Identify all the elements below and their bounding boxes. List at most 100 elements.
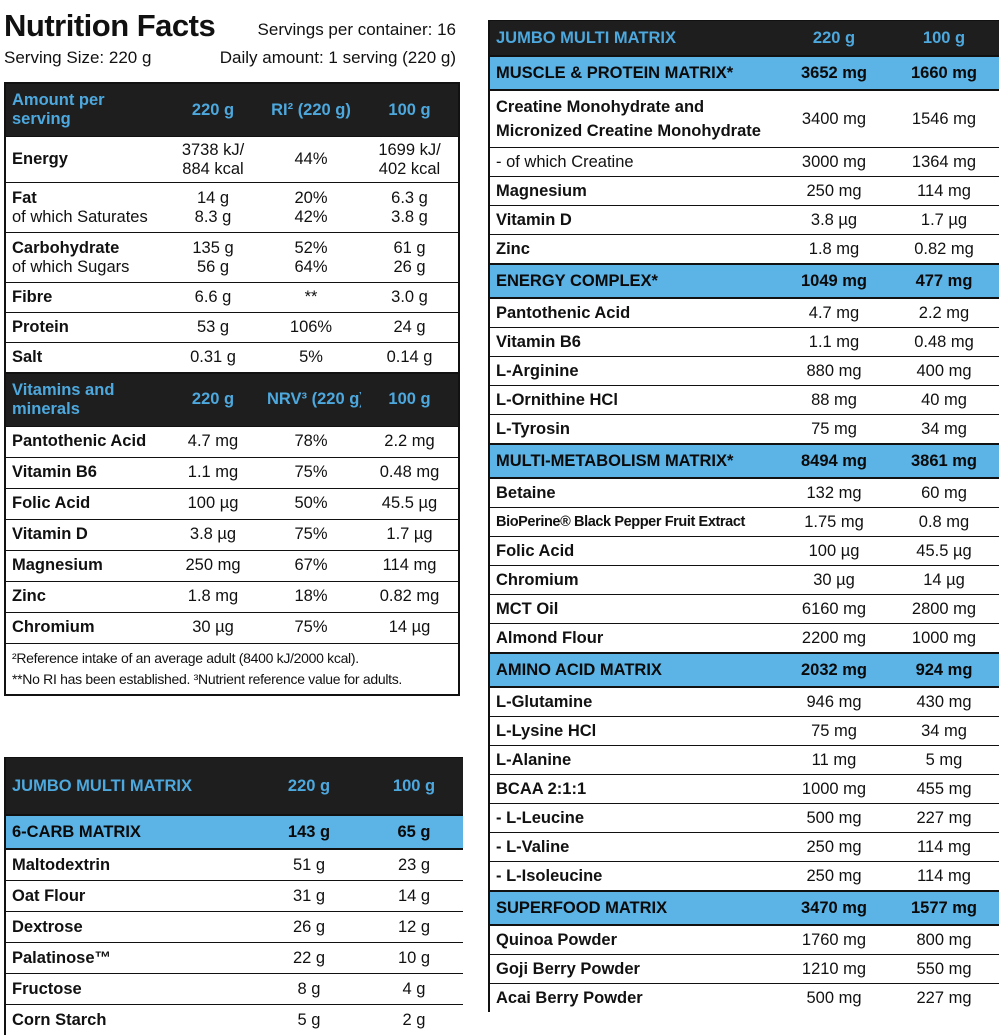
value-per-100g: 477 mg [889,263,999,299]
table-row: BioPerine® Black Pepper Fruit Extract 1.7… [489,507,999,537]
column-header: 100 g [365,757,463,815]
value-per-serving: 3.8 µg [165,518,261,550]
value-per-100g: 0.8 mg [889,507,999,537]
table-row: Zinc 1.8 mg 18% 0.82 mg [5,580,459,612]
value-per-serving: 75 mg [779,716,889,746]
value-per-serving: 880 mg [779,356,889,386]
value-per-100g: 1546 mg [889,89,999,148]
ingredient-name: L-Ornithine HCl [489,385,779,415]
nutrient-name: Carbohydrate of which Sugars [5,232,165,283]
table-row: Creatine Monohydrate and Micronized Crea… [489,89,999,148]
table-row: Chromium 30 µg 75% 14 µg [5,611,459,643]
ingredient-name: Acai Berry Powder [489,983,779,1012]
value-per-100g: 1364 mg [889,147,999,177]
value-per-100g: 114 mg [889,832,999,862]
nutrient-reference-value: 18% [261,580,361,612]
value-per-serving: 2200 mg [779,623,889,653]
table-row: Energy 3738 kJ/884 kcal 44% 1699 kJ/402 kca… [5,136,459,183]
ingredient-name: - L-Leucine [489,803,779,833]
value-per-100g: 65 g [365,814,463,850]
table-row: Magnesium 250 mg 114 mg [489,176,999,206]
value-per-100g: 0.82 mg [889,234,999,264]
ingredient-name: Goji Berry Powder [489,954,779,984]
column-header: 220 g [165,371,261,426]
value-per-100g: 45.5 µg [889,536,999,566]
nutrient-name: Vitamin B6 [5,456,165,488]
value-per-100g: 24 g [361,312,459,343]
footnote-row: ²Reference intake of an average adult (8… [5,642,459,695]
serving-size: Serving Size: 220 g [4,48,152,67]
table-row: - L-Valine 250 mg 114 mg [489,832,999,862]
reference-intake: ** [261,282,361,313]
value-per-serving: 30 µg [779,565,889,595]
table-row: Fibre 6.6 g ** 3.0 g [5,282,459,313]
nutrient-name: Zinc [5,580,165,612]
value-per-100g: 0.82 mg [361,580,459,612]
value-per-100g: 430 mg [889,686,999,717]
table-row: - L-Leucine 500 mg 227 mg [489,803,999,833]
table-row: L-Glutamine 946 mg 430 mg [489,686,999,717]
ingredient-name: Chromium [489,565,779,595]
ingredient-name: Zinc [489,234,779,264]
column-header: 100 g [361,371,459,426]
value-per-serving: 500 mg [779,803,889,833]
matrix-section-row: AMINO ACID MATRIX 2032 mg 924 mg [489,652,999,688]
nutrient-reference-value: 75% [261,456,361,488]
column-header: 220 g [779,20,889,56]
table-row: L-Lysine HCl 75 mg 34 mg [489,716,999,746]
matrix-section-row: 6-CARB MATRIX 143 g 65 g [5,814,463,850]
nutrient-name: Protein [5,312,165,343]
table-row: MCT Oil 6160 mg 2800 mg [489,594,999,624]
value-per-100g: 227 mg [889,803,999,833]
value-per-serving: 1000 mg [779,774,889,804]
ingredient-name: L-Arginine [489,356,779,386]
nutrient-name: Salt [5,342,165,373]
reference-intake: 20% 42% [261,182,361,233]
value-per-serving: 1.1 mg [165,456,261,488]
value-per-serving: 6.6 g [165,282,261,313]
value-per-100g: 34 mg [889,414,999,444]
ingredient-name: Pantothenic Acid [489,297,779,328]
table-row: Betaine 132 mg 60 mg [489,477,999,508]
value-per-100g: 3861 mg [889,443,999,479]
value-per-100g: 61 g 26 g [361,232,459,283]
value-per-100g: 114 mg [889,176,999,206]
value-per-serving: 31 g [253,880,365,912]
ingredient-name: Maltodextrin [5,848,253,881]
value-per-serving: 2032 mg [779,652,889,688]
ingredient-name: Corn Starch [5,1004,253,1035]
ingredient-name: Palatinose™ [5,942,253,974]
value-per-serving: 22 g [253,942,365,974]
table-row: Vitamin B6 1.1 mg 0.48 mg [489,327,999,357]
nutrient-name: Folic Acid [5,487,165,519]
value-per-100g: 550 mg [889,954,999,984]
column-header: NRV³ (220 g) [261,371,361,426]
ingredient-name: BioPerine® Black Pepper Fruit Extract [489,507,779,537]
value-per-serving: 250 mg [779,176,889,206]
value-per-serving: 132 mg [779,477,889,508]
column-header: Vitamins and minerals [5,371,165,426]
column-header: 100 g [361,82,459,137]
ingredient-name: MCT Oil [489,594,779,624]
value-per-100g: 1.7 µg [889,205,999,235]
column-header: 100 g [889,20,999,56]
table-row: Zinc 1.8 mg 0.82 mg [489,234,999,264]
value-per-serving: 143 g [253,814,365,850]
value-per-100g: 1699 kJ/402 kcal [361,136,459,183]
value-per-serving: 100 µg [779,536,889,566]
value-per-serving: 5 g [253,1004,365,1035]
table-row: Vitamin D 3.8 µg 75% 1.7 µg [5,518,459,550]
value-per-serving: 3652 mg [779,55,889,91]
value-per-serving: 51 g [253,848,365,881]
value-per-serving: 6160 mg [779,594,889,624]
ingredient-name: Creatine Monohydrate and Micronized Crea… [489,89,779,148]
nutrient-name: Fat of which Saturates [5,182,165,233]
value-per-serving: 3400 mg [779,89,889,148]
table-row: Maltodextrin 51 g 23 g [5,848,463,881]
value-per-serving: 0.31 g [165,342,261,373]
nutrient-name: Energy [5,136,165,183]
value-per-100g: 45.5 µg [361,487,459,519]
ingredient-name: Vitamin D [489,205,779,235]
